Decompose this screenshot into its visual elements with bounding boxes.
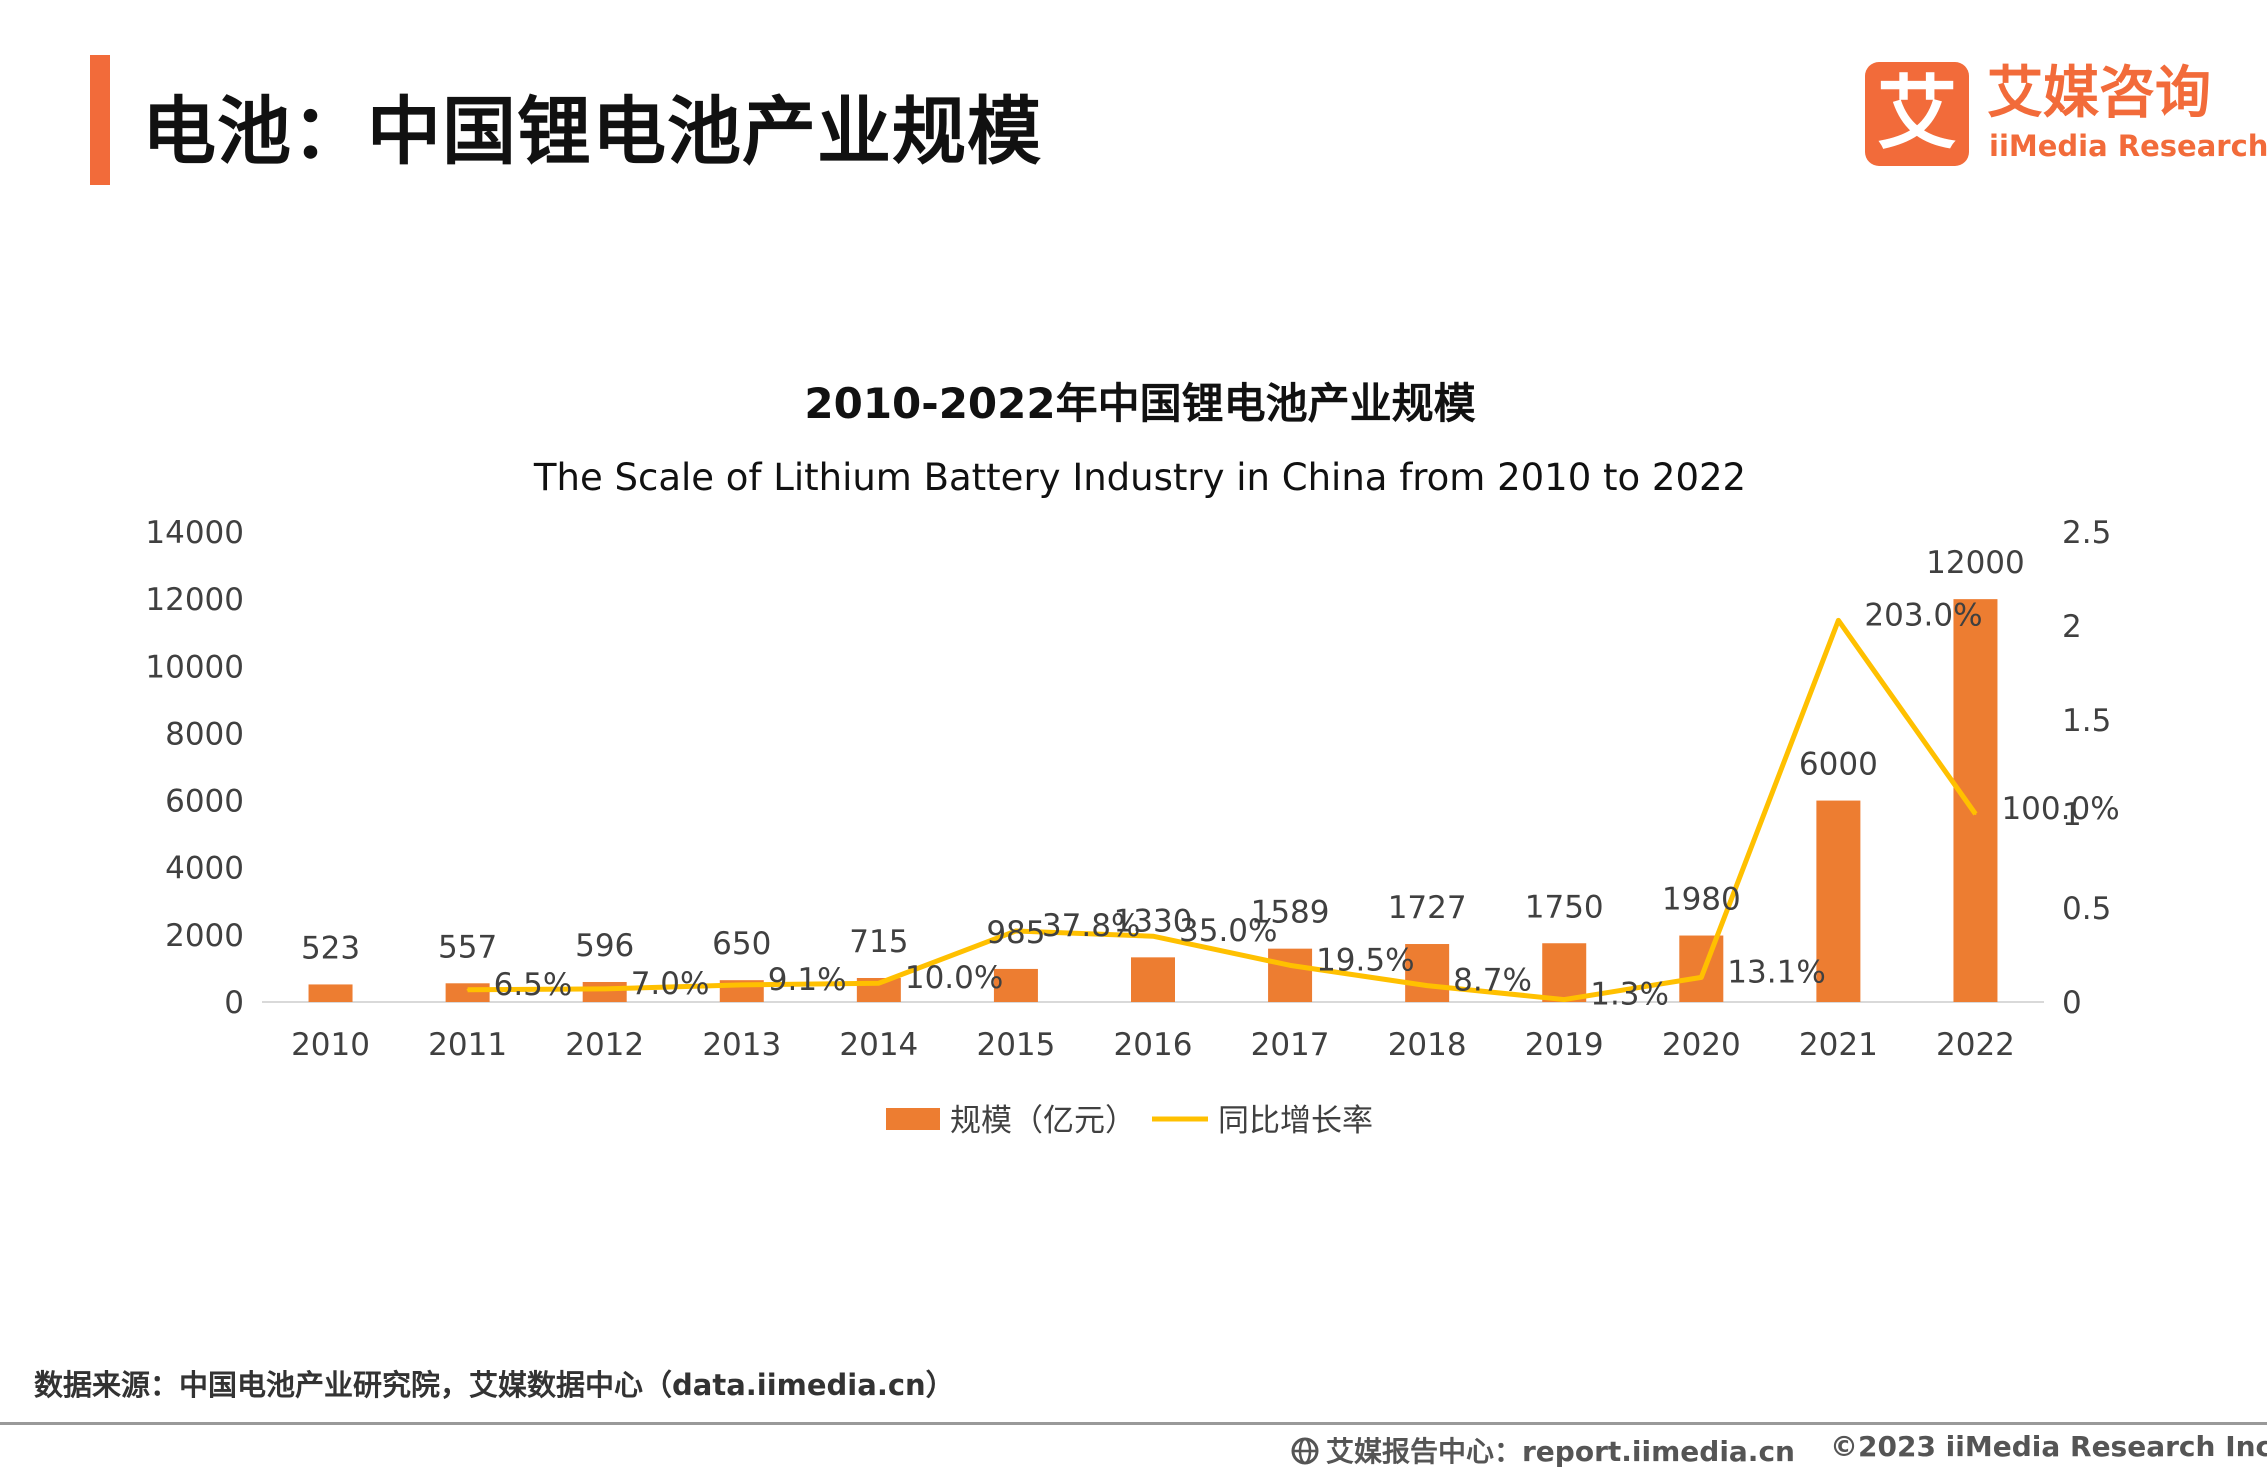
y-right-tick-label: 1.5 [2062, 703, 2111, 739]
growth-value-label: 1.3% [1590, 977, 1669, 1013]
bar-2021 [1816, 800, 1861, 1002]
chart-axes: 0 2000 4000 6000 8000 10000 12000 14000 0 0.5 1 1.5… [145, 515, 2111, 1063]
y-left-tick-label: 2000 [165, 918, 244, 954]
growth-point [1426, 984, 1429, 987]
chart-title: 2010-2022年中国锂电池产业规模 [804, 379, 1475, 428]
logo-cn-text: 艾媒咨询 [1987, 61, 2211, 126]
growth-value-label: 6.5% [494, 967, 573, 1003]
y-right-tick-label: 2.5 [2062, 515, 2111, 551]
bar-value-label: 596 [575, 928, 634, 964]
bar-value-label: 12000 [1926, 545, 2025, 581]
growth-value-label: 100.0% [2001, 791, 2119, 827]
bar-2022 [1953, 599, 1998, 1002]
y-left-tick-label: 6000 [165, 784, 244, 820]
y-left-tick-label: 0 [224, 985, 244, 1021]
y-right-tick-label: 0.5 [2062, 891, 2111, 927]
x-tick-label: 2017 [1251, 1027, 1330, 1063]
growth-value-label: 7.0% [631, 966, 710, 1002]
bar-value-label: 523 [301, 930, 360, 966]
bar-2019 [1542, 943, 1587, 1002]
y-left-tick-label: 14000 [145, 515, 244, 551]
bar-value-label: 6000 [1799, 747, 1878, 783]
bar-2016 [1131, 957, 1175, 1002]
bar-2010 [308, 984, 353, 1002]
x-tick-label: 2013 [702, 1027, 781, 1063]
growth-line [467, 617, 1978, 1003]
page-title: 电池：中国锂电池产业规模 [142, 89, 1042, 175]
growth-value-label: 10.0% [905, 960, 1003, 996]
x-tick-label: 2019 [1525, 1027, 1604, 1063]
x-tick-label: 2010 [291, 1027, 370, 1063]
growth-point [877, 982, 880, 985]
bar-value-label: 715 [849, 924, 908, 960]
x-tick-label: 2014 [839, 1027, 918, 1063]
x-tick-label: 2021 [1799, 1027, 1878, 1063]
line-series [466, 617, 1978, 1003]
logo-mark: 艾 [1865, 62, 1969, 166]
data-source-note: 数据来源：中国电池产业研究院，艾媒数据中心（data.iimedia.cn） [34, 1368, 955, 1402]
bar-series [308, 599, 1998, 1002]
legend-bar-swatch [886, 1108, 940, 1130]
brand-logo: 艾 艾媒咨询 iiMedia Research [1865, 61, 2267, 172]
x-tick-label: 2012 [565, 1027, 644, 1063]
x-tick-label: 2016 [1114, 1027, 1193, 1063]
y-left-tick-label: 8000 [165, 716, 244, 752]
y-left-tick-label: 10000 [145, 649, 244, 685]
growth-point [1014, 929, 1017, 932]
bar-2011 [445, 983, 490, 1002]
bar-2018 [1405, 944, 1450, 1002]
bar-value-label: 1980 [1662, 882, 1741, 918]
growth-point [1974, 813, 1977, 815]
legend-bar-label: 规模（亿元） [950, 1103, 1136, 1139]
growth-point [1837, 619, 1840, 622]
footer-report-link[interactable]: 艾媒报告中心：report.iimedia.cn [1290, 1430, 1795, 1470]
title-accent-bar [90, 55, 110, 185]
y-right-tick-label: 1 [2062, 797, 2082, 833]
footer-divider [0, 1422, 2267, 1425]
footer-copyright: ©2023 iiMedia Research Inc [1830, 1430, 2267, 1463]
growth-point [1152, 935, 1154, 938]
footer-report-text: 艾媒报告中心：report.iimedia.cn [1326, 1435, 1795, 1468]
x-tick-label: 2011 [428, 1027, 507, 1063]
growth-value-label: 19.5% [1316, 942, 1414, 978]
y-left-tick-label: 4000 [165, 851, 244, 887]
x-tick-label: 2018 [1388, 1027, 1467, 1063]
bar-value-label: 1330 [1114, 903, 1193, 939]
globe-icon [1291, 1437, 1319, 1465]
growth-point [466, 988, 469, 991]
bar-value-label: 1727 [1388, 890, 1467, 926]
y-right-tick-label: 2 [2062, 609, 2082, 645]
growth-point [1289, 964, 1292, 967]
x-tick-label: 2015 [976, 1027, 1055, 1063]
bar-value-label: 557 [438, 929, 497, 965]
x-tick-label: 2022 [1936, 1027, 2015, 1063]
growth-point [740, 983, 743, 986]
legend-line-label: 同比增长率 [1218, 1103, 1373, 1139]
y-right-tick-label: 0 [2062, 985, 2082, 1021]
growth-value-label: 35.0% [1179, 913, 1277, 949]
growth-value-label: 8.7% [1453, 963, 1532, 999]
data-labels: 523 557 596 650 715 985 1330 1589 1727 1750 1980 60… [301, 545, 2120, 1012]
logo-en-text: iiMedia Research [1989, 129, 2267, 163]
bar-2020 [1679, 935, 1724, 1002]
growth-point [1700, 976, 1703, 979]
growth-value-label: 9.1% [768, 962, 847, 998]
bar-value-label: 1589 [1251, 895, 1330, 931]
bar-2012 [582, 981, 627, 1002]
y-left-tick-label: 12000 [145, 582, 244, 618]
growth-value-label: 13.1% [1727, 954, 1825, 990]
chart-subtitle: The Scale of Lithium Battery Industry in… [533, 456, 1746, 499]
growth-point [1563, 998, 1566, 1001]
x-tick-label: 2020 [1662, 1027, 1741, 1063]
bar-2015 [993, 968, 1038, 1002]
growth-value-label: 203.0% [1864, 597, 1982, 633]
growth-point [603, 987, 606, 990]
bar-value-label: 650 [712, 926, 771, 962]
bar-value-label: 1750 [1525, 889, 1604, 925]
chart-legend: 规模（亿元） 同比增长率 [886, 1103, 1373, 1139]
growth-value-label: 37.8% [1042, 908, 1140, 944]
bar-value-label: 985 [986, 915, 1045, 951]
bar-2017 [1268, 948, 1313, 1002]
